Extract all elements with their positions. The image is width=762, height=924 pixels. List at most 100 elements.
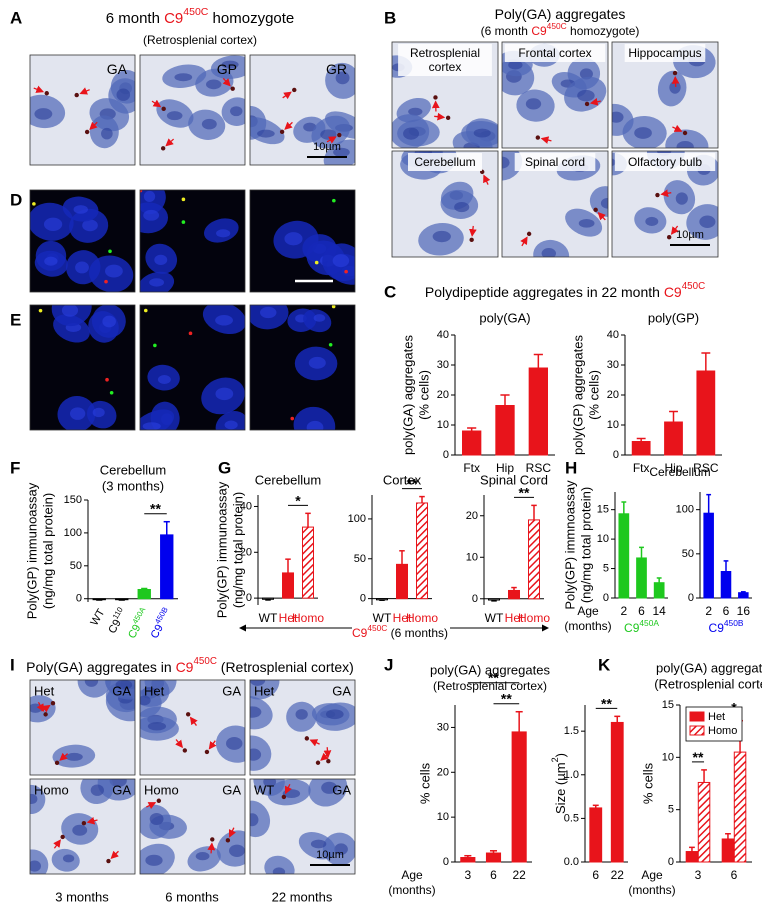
y-tick-label: 0: [668, 856, 674, 868]
panel-title: Poly(GA) aggregates: [495, 6, 626, 22]
chart-title: Spinal Cord: [480, 473, 548, 488]
aggregate: [161, 146, 165, 150]
y-tick-label: 5: [603, 563, 609, 575]
x-tick-label: Homo: [292, 611, 324, 625]
bar: [529, 520, 540, 599]
aggregate: [82, 821, 86, 825]
y-tick-label: 10: [607, 419, 619, 431]
y-tick-label: 15: [662, 699, 674, 711]
aggregate: [183, 748, 187, 752]
fluorescent-dot: [189, 332, 193, 336]
x-tick-label-run: WT: [259, 611, 278, 625]
cell-chromatin: [634, 127, 652, 139]
image-label: Olfactory bulb: [628, 155, 702, 169]
cell-chromatin: [148, 722, 166, 731]
cell-chromatin: [174, 73, 192, 81]
cell-chromatin: [579, 219, 595, 228]
y-tick-label: 10: [597, 533, 609, 545]
aggregate: [161, 107, 165, 111]
fluorescent-dot: [182, 198, 186, 202]
y-axis-label: Size (µm2): [550, 753, 568, 814]
y-tick-label: 100: [676, 504, 694, 516]
panel-title-run: (Retrosplenial cortex): [217, 659, 354, 675]
cell-chromatin: [34, 108, 52, 120]
panel-title-run: 450C: [193, 656, 216, 667]
cell-chromatin: [273, 867, 285, 876]
aggregate: [55, 761, 59, 765]
image-label: Het: [34, 684, 55, 699]
cell-chromatin: [196, 852, 210, 860]
image-label: Frontal cortex: [518, 46, 591, 60]
image-label: GA: [332, 684, 351, 699]
cell-chromatin: [307, 421, 324, 434]
cell-chromatin: [229, 845, 245, 857]
cell-chromatin: [93, 408, 105, 417]
x-axis-label: Age: [641, 868, 663, 882]
chart-title: Cerebellum: [255, 473, 321, 488]
cell-chromatin: [44, 218, 62, 231]
x-tick-label-run: Homo: [406, 611, 438, 625]
panel-subtitle: (Retrosplenial cortex): [143, 33, 257, 47]
aggregate: [655, 193, 659, 197]
x-tick-label-run: C9: [106, 618, 123, 636]
aggregate: [157, 799, 161, 803]
panel-label: F: [10, 459, 20, 478]
aggregate: [305, 736, 309, 740]
aggregate: [527, 232, 531, 236]
y-axis-label: poly(GP) aggregates: [571, 335, 586, 455]
bar: [619, 514, 629, 598]
cell-chromatin: [116, 89, 130, 101]
cell-chromatin: [226, 737, 242, 750]
y-tick-label: 20: [437, 766, 449, 778]
panel-title-run: Poly(GA) aggregates in: [26, 659, 175, 675]
cell-chromatin: [75, 262, 89, 274]
fluorescent-dot: [329, 343, 333, 347]
cell-chromatin: [645, 217, 658, 226]
y-axis-label: Poly(GP) immunoassay: [215, 481, 230, 618]
x-tick-label-run: C9: [149, 623, 166, 641]
fluorescent-dot: [105, 378, 109, 382]
x-tick-label: RSC: [693, 461, 719, 475]
cell-chromatin: [296, 709, 308, 719]
image-label: GA: [222, 684, 241, 699]
bar: [611, 722, 623, 862]
bar: [637, 558, 647, 598]
x-tick-label: 6: [723, 604, 730, 618]
chart-title: Cerebellum: [100, 463, 166, 478]
bar: [303, 527, 314, 598]
bar: [263, 598, 274, 599]
fluorescent-dot: [144, 309, 148, 313]
image-label: Cerebellum: [414, 155, 475, 169]
cell-chromatin: [105, 265, 123, 278]
aggregate: [226, 838, 230, 842]
x-tick-label: Hip: [664, 461, 682, 475]
panel-label: H: [565, 459, 577, 478]
image-label: GA: [222, 783, 241, 798]
panel-title: Polydipeptide aggregates in 22 month C94…: [425, 281, 705, 300]
group-label-run: C9: [624, 621, 640, 635]
y-axis-label: (% cells): [417, 370, 432, 420]
x-axis-label-run: C9: [352, 626, 368, 640]
panel-title-run: 450C: [183, 6, 209, 18]
panel-subtitle-run: homozygote): [567, 24, 640, 38]
cell-chromatin: [433, 231, 451, 242]
cell-chromatin: [216, 229, 230, 237]
y-axis-label: Poly(GP) immunoassay: [25, 482, 40, 619]
significance-label: **: [601, 695, 612, 711]
column-label: 22 months: [272, 890, 333, 905]
x-tick-label-run: WT: [485, 611, 504, 625]
scale-bar-label: 10µm: [313, 141, 341, 153]
y-tick-label: 10: [662, 751, 674, 763]
x-axis-label: C9450C (6 months): [352, 623, 448, 640]
y-tick-label: 10: [466, 551, 478, 563]
y-tick-label: 0: [443, 449, 449, 461]
aggregate: [230, 87, 234, 91]
fluorescent-dot: [104, 280, 108, 284]
fluorescent-dot: [332, 199, 336, 203]
y-axis-label: poly(GA) aggregates: [401, 335, 416, 455]
bar: [722, 839, 734, 862]
x-axis-label: (months): [564, 619, 611, 633]
x-tick-label-run: 450B: [153, 606, 170, 626]
cell-chromatin: [206, 80, 221, 90]
fluorescent-dot: [32, 202, 36, 206]
